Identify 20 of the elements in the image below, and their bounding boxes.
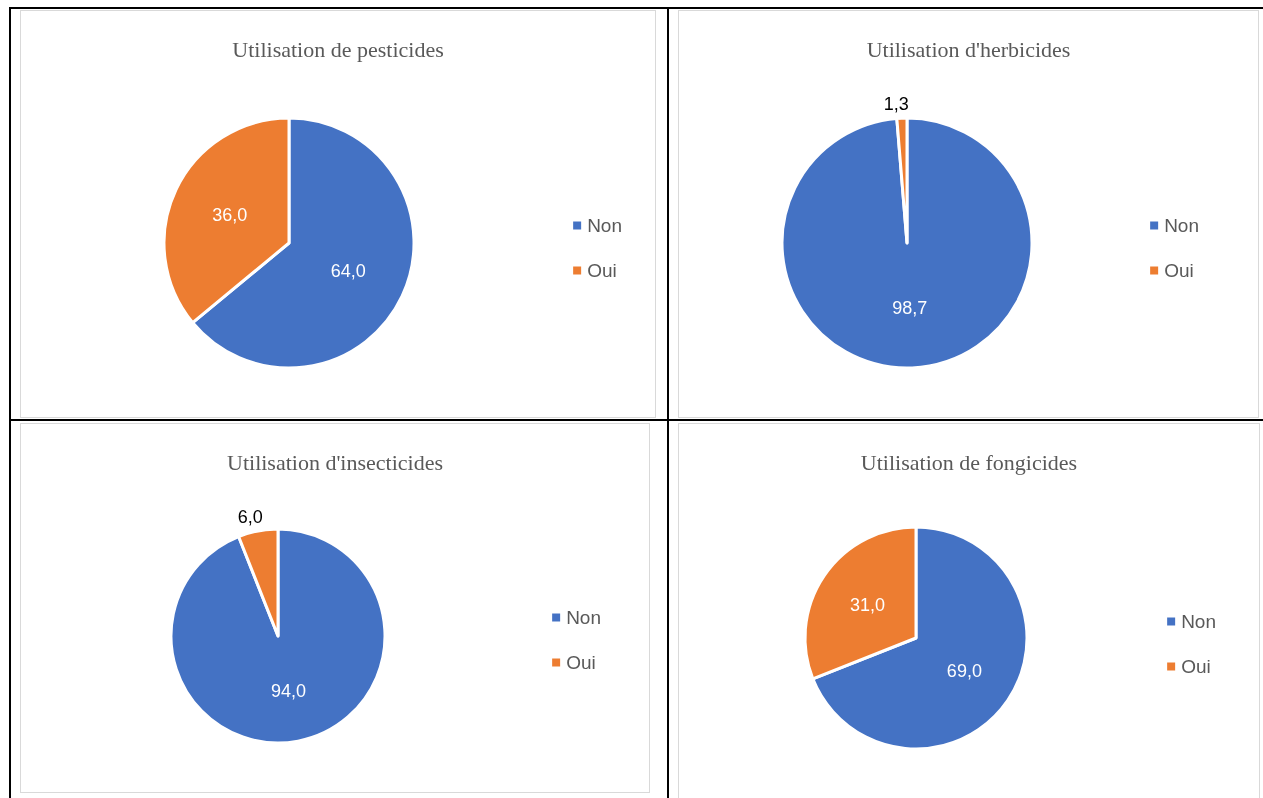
legend-label: Oui (1181, 656, 1211, 677)
chart-title: Utilisation d'herbicides (866, 36, 1071, 62)
legend-label: Non (1181, 611, 1216, 632)
legend-label: Non (587, 215, 622, 236)
chart-title: Utilisation d'insecticides (227, 449, 443, 475)
chart-title: Utilisation de pesticides (232, 36, 444, 62)
data-label: 31,0 (850, 595, 886, 616)
legend-label: Oui (1164, 260, 1194, 281)
legend-label: Non (1164, 215, 1199, 236)
legend-label: Non (566, 607, 601, 628)
data-label: 64,0 (330, 260, 366, 281)
data-label: 36,0 (212, 205, 248, 226)
data-label: 1,3 (883, 94, 909, 115)
data-label: 94,0 (271, 681, 307, 702)
data-label: 6,0 (237, 507, 263, 528)
legend-label: Oui (587, 260, 617, 281)
data-label: 98,7 (892, 298, 928, 319)
data-label: 69,0 (946, 660, 982, 681)
legend-label: Oui (566, 652, 596, 673)
chart-title: Utilisation de fongicides (860, 449, 1078, 475)
